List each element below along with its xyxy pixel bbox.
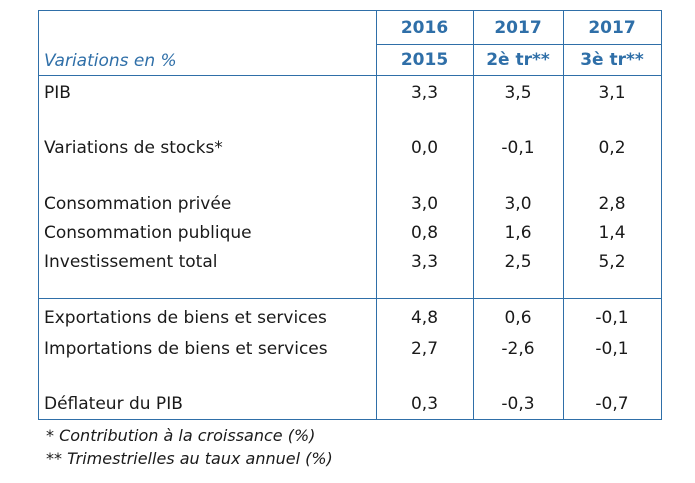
row-value: 0,0 [410, 138, 439, 158]
row-value: -0,1 [595, 308, 629, 328]
row-value: -0,3 [501, 394, 535, 414]
row-value: 2,7 [410, 339, 439, 359]
data-table: Variations en % 2016 2015 2017 2è tr** 2… [38, 10, 662, 420]
row-value: 3,3 [410, 252, 439, 272]
row-value: 3,3 [410, 83, 439, 103]
row-label: Investissement total [44, 252, 218, 272]
row-value: 1,6 [504, 223, 532, 243]
row-value: 0,6 [504, 308, 532, 328]
col1-header-bottom: 2015 [400, 50, 449, 70]
row-value: 3,1 [598, 83, 626, 103]
column-divider [473, 11, 474, 419]
row-value: -2,6 [501, 339, 535, 359]
row-label: Consommation publique [44, 223, 252, 243]
section-divider [39, 298, 661, 299]
row-value: 3,0 [410, 194, 439, 214]
row-label: Exportations de biens et services [44, 308, 327, 328]
row-value: 3,5 [504, 83, 532, 103]
header-bottom-line [39, 75, 661, 76]
col2-header-bottom: 2è tr** [486, 50, 550, 70]
col3-header-bottom: 3è tr** [580, 50, 644, 70]
column-divider [563, 11, 564, 419]
row-value: 3,0 [504, 194, 532, 214]
row-label: Consommation privée [44, 194, 232, 214]
row-value: 2,8 [598, 194, 626, 214]
col2-header-top: 2017 [494, 18, 542, 38]
footnote-quarterly: ** Trimestrielles au taux annuel (%) [46, 449, 333, 468]
col1-header-top: 2016 [400, 18, 449, 38]
column-divider [376, 11, 377, 419]
row-value: 4,8 [410, 308, 439, 328]
row-value: -0,1 [501, 138, 535, 158]
row-value: 5,2 [598, 252, 626, 272]
row-value: 0,2 [598, 138, 626, 158]
row-value: 0,3 [410, 394, 439, 414]
header-mid-line [376, 44, 661, 45]
row-value: 1,4 [598, 223, 626, 243]
row-value: -0,7 [595, 394, 629, 414]
row-value: 2,5 [504, 252, 532, 272]
table-caption: Variations en % [44, 51, 177, 71]
col3-header-top: 2017 [588, 18, 636, 38]
footnote-contribution: * Contribution à la croissance (%) [46, 426, 316, 445]
row-label: Importations de biens et services [44, 339, 328, 359]
row-value: -0,1 [595, 339, 629, 359]
row-label: PIB [44, 83, 71, 103]
row-label: Déflateur du PIB [44, 394, 183, 414]
row-label: Variations de stocks* [44, 138, 223, 158]
row-value: 0,8 [410, 223, 439, 243]
